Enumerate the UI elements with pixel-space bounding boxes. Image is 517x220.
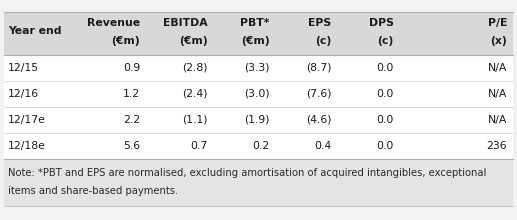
Text: (3.3): (3.3): [244, 63, 269, 73]
Text: (7.6): (7.6): [306, 89, 331, 99]
Text: (8.7): (8.7): [306, 63, 331, 73]
Text: items and share-based payments.: items and share-based payments.: [8, 186, 178, 196]
Text: 0.0: 0.0: [376, 89, 393, 99]
Text: (1.9): (1.9): [244, 115, 269, 125]
Text: 0.9: 0.9: [123, 63, 140, 73]
Text: (€m): (€m): [112, 36, 140, 46]
Bar: [4, 12, 513, 55]
Bar: [4, 133, 513, 159]
Text: N/A: N/A: [488, 89, 507, 99]
Text: (c): (c): [377, 36, 393, 46]
Text: Note: *PBT and EPS are normalised, excluding amortisation of acquired intangible: Note: *PBT and EPS are normalised, exclu…: [8, 168, 486, 178]
Text: (2.4): (2.4): [182, 89, 207, 99]
Bar: [4, 55, 513, 81]
Text: EBITDA: EBITDA: [163, 18, 207, 28]
Text: (3.0): (3.0): [244, 89, 269, 99]
Text: Year end: Year end: [8, 26, 62, 36]
Text: DPS: DPS: [369, 18, 393, 28]
Text: 2.2: 2.2: [123, 115, 140, 125]
Bar: [4, 159, 513, 206]
Text: (€m): (€m): [241, 36, 269, 46]
Text: 12/18e: 12/18e: [8, 141, 46, 151]
Text: 0.0: 0.0: [376, 63, 393, 73]
Text: N/A: N/A: [488, 115, 507, 125]
Bar: [4, 81, 513, 107]
Text: 236: 236: [486, 141, 507, 151]
Text: 1.2: 1.2: [123, 89, 140, 99]
Text: EPS: EPS: [308, 18, 331, 28]
Text: 5.6: 5.6: [123, 141, 140, 151]
Text: (4.6): (4.6): [306, 115, 331, 125]
Text: Revenue: Revenue: [87, 18, 140, 28]
Text: 12/16: 12/16: [8, 89, 39, 99]
Text: 0.0: 0.0: [376, 141, 393, 151]
Text: (2.8): (2.8): [182, 63, 207, 73]
Text: 12/17e: 12/17e: [8, 115, 46, 125]
Text: 0.4: 0.4: [314, 141, 331, 151]
Text: 0.0: 0.0: [376, 115, 393, 125]
Text: 0.2: 0.2: [252, 141, 269, 151]
Text: (x): (x): [491, 36, 507, 46]
Text: 12/15: 12/15: [8, 63, 39, 73]
Text: N/A: N/A: [488, 63, 507, 73]
Text: (c): (c): [315, 36, 331, 46]
Text: P/E: P/E: [488, 18, 507, 28]
Bar: [4, 107, 513, 133]
Text: 0.7: 0.7: [190, 141, 207, 151]
Bar: [4, 0, 513, 12]
Text: (1.1): (1.1): [182, 115, 207, 125]
Text: PBT*: PBT*: [240, 18, 269, 28]
Text: (€m): (€m): [179, 36, 207, 46]
